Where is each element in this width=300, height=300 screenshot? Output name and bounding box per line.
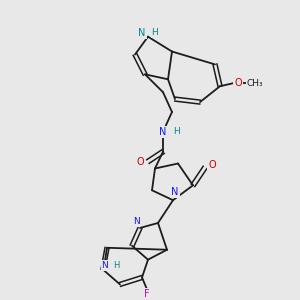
Text: N: N xyxy=(133,218,140,226)
Text: F: F xyxy=(144,289,150,299)
Text: N: N xyxy=(171,187,179,197)
Text: H: H xyxy=(172,127,179,136)
Text: O: O xyxy=(208,160,216,170)
Text: N: N xyxy=(159,127,167,137)
Text: N: N xyxy=(138,28,146,38)
Text: H: H xyxy=(152,28,158,37)
Text: O: O xyxy=(136,157,144,166)
Text: H: H xyxy=(113,261,119,270)
Text: N: N xyxy=(102,261,108,270)
Text: CH₃: CH₃ xyxy=(247,79,263,88)
Text: O: O xyxy=(234,78,242,88)
